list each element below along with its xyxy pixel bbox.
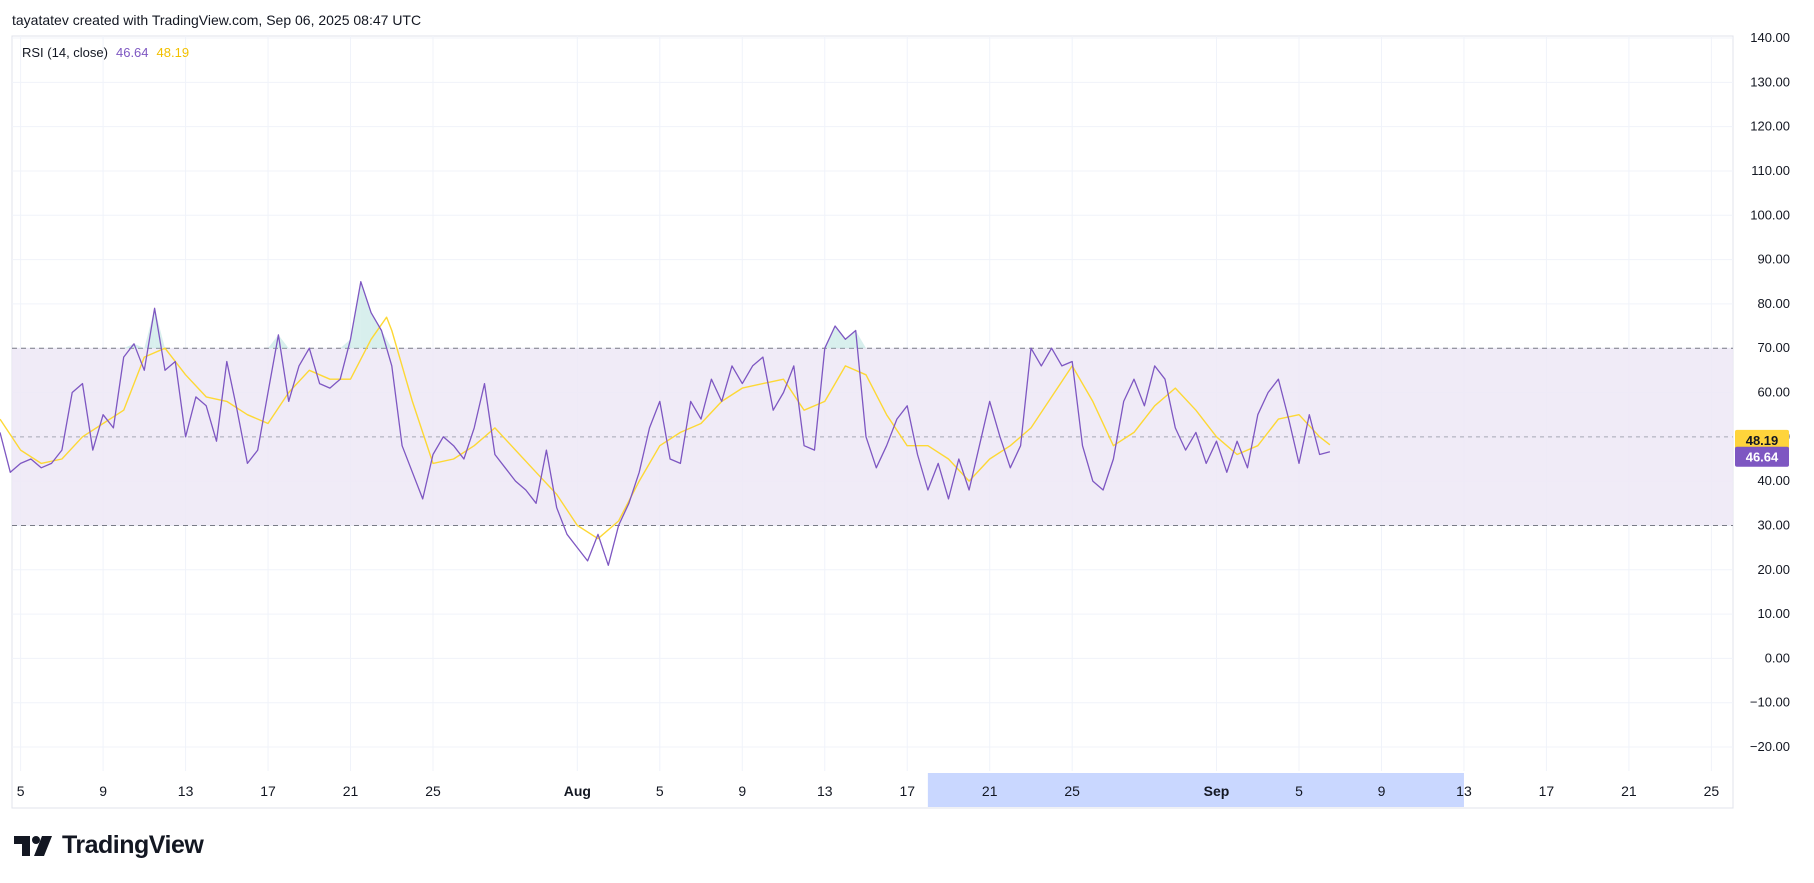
overbought-fill bbox=[278, 334, 289, 349]
x-tick-label: 9 bbox=[1378, 783, 1386, 799]
ma-legend-value: 48.19 bbox=[156, 45, 190, 60]
x-tick-label: 25 bbox=[1704, 783, 1720, 799]
overbought-fill bbox=[845, 330, 856, 349]
x-tick-label: 17 bbox=[1539, 783, 1555, 799]
y-tick-label: 130.00 bbox=[1750, 74, 1790, 89]
overbought-fill bbox=[381, 330, 392, 349]
rsi-last-value-badge-bg bbox=[1735, 446, 1789, 467]
series bbox=[0, 281, 1331, 566]
tradingview-logo-icon bbox=[14, 835, 52, 856]
x-tick-label: 21 bbox=[982, 783, 998, 799]
y-tick-label: 20.00 bbox=[1757, 562, 1790, 577]
y-tick-label: 10.00 bbox=[1757, 606, 1790, 621]
x-tick-label: 17 bbox=[260, 783, 276, 799]
y-tick-label: 140.00 bbox=[1750, 30, 1790, 45]
x-tick-label: 25 bbox=[1064, 783, 1080, 799]
rsi-band bbox=[12, 347, 1733, 526]
rsi-line bbox=[0, 281, 1331, 566]
x-tick-label: 13 bbox=[1456, 783, 1472, 799]
time-axis[interactable]: 5 9 13 17 21 25 Aug 5 9 13 17 21 25 Sep 5 9 13 17 21 25 bbox=[17, 783, 1720, 799]
rsi-ma-line bbox=[0, 316, 1331, 540]
overbought-fill bbox=[134, 343, 145, 349]
overbought-fill bbox=[855, 330, 866, 349]
last-value-badges: 48.19 46.64 bbox=[1735, 429, 1789, 467]
rsi-last-value-badge-text: 46.64 bbox=[1746, 450, 1779, 465]
x-tick-label: 5 bbox=[1295, 783, 1303, 799]
y-tick-label: 100.00 bbox=[1750, 207, 1790, 222]
price-axis[interactable]: 140.00 130.00 120.00 110.00 100.00 90.00 80.00… bbox=[1750, 30, 1790, 754]
brand-name: TradingView bbox=[62, 831, 204, 859]
time-range-highlight bbox=[927, 773, 1464, 807]
overbought-fill bbox=[154, 308, 165, 349]
chart-attribution: tayatatev created with TradingView.com, … bbox=[12, 12, 422, 28]
y-tick-label: 80.00 bbox=[1757, 296, 1790, 311]
ma-last-value-badge: 48.19 bbox=[1735, 429, 1789, 450]
ma-last-value-badge-bg bbox=[1735, 429, 1789, 450]
x-tick-label: 9 bbox=[99, 783, 107, 799]
tradingview-logo[interactable]: TradingView bbox=[14, 831, 204, 860]
overbought-fill bbox=[360, 281, 372, 349]
y-tick-label: −10.00 bbox=[1750, 695, 1790, 710]
y-tick-label: 110.00 bbox=[1751, 163, 1790, 178]
x-tick-label: 21 bbox=[343, 783, 359, 799]
x-tick-label: 17 bbox=[899, 783, 915, 799]
rsi-last-value-badge: 46.64 bbox=[1735, 446, 1789, 467]
y-tick-label: 0.00 bbox=[1765, 650, 1790, 665]
x-tick-label: 13 bbox=[178, 783, 194, 799]
y-tick-label: 70.00 bbox=[1757, 340, 1790, 355]
y-tick-label: 90.00 bbox=[1757, 252, 1790, 267]
x-tick-label: 13 bbox=[817, 783, 833, 799]
y-tick-label: 120.00 bbox=[1750, 119, 1790, 134]
x-tick-label: 25 bbox=[425, 783, 441, 799]
overbought-fill bbox=[340, 339, 351, 349]
indicator-title: RSI (14, close) bbox=[22, 45, 108, 60]
overbought-fill bbox=[144, 308, 155, 349]
y-tick-label: 60.00 bbox=[1757, 385, 1790, 400]
overbought-fill bbox=[835, 326, 846, 349]
x-tick-label: 9 bbox=[738, 783, 746, 799]
overbought-fill bbox=[268, 334, 279, 349]
x-tick-label: Sep bbox=[1204, 783, 1230, 799]
date-range-highlight bbox=[927, 773, 1464, 807]
y-tick-label: 40.00 bbox=[1757, 473, 1790, 488]
x-tick-label: 5 bbox=[17, 783, 25, 799]
y-tick-label: −20.00 bbox=[1750, 739, 1790, 754]
x-tick-label: 5 bbox=[656, 783, 664, 799]
overbought-fill bbox=[371, 312, 382, 349]
y-tick-label: 30.00 bbox=[1757, 517, 1790, 532]
x-tick-label: Aug bbox=[564, 783, 591, 799]
ma-last-value-badge-text: 48.19 bbox=[1746, 433, 1779, 448]
x-tick-label: 21 bbox=[1621, 783, 1637, 799]
rsi-legend-value: 46.64 bbox=[115, 45, 149, 60]
indicator-legend[interactable]: RSI (14, close) 46.64 48.19 bbox=[22, 45, 189, 60]
